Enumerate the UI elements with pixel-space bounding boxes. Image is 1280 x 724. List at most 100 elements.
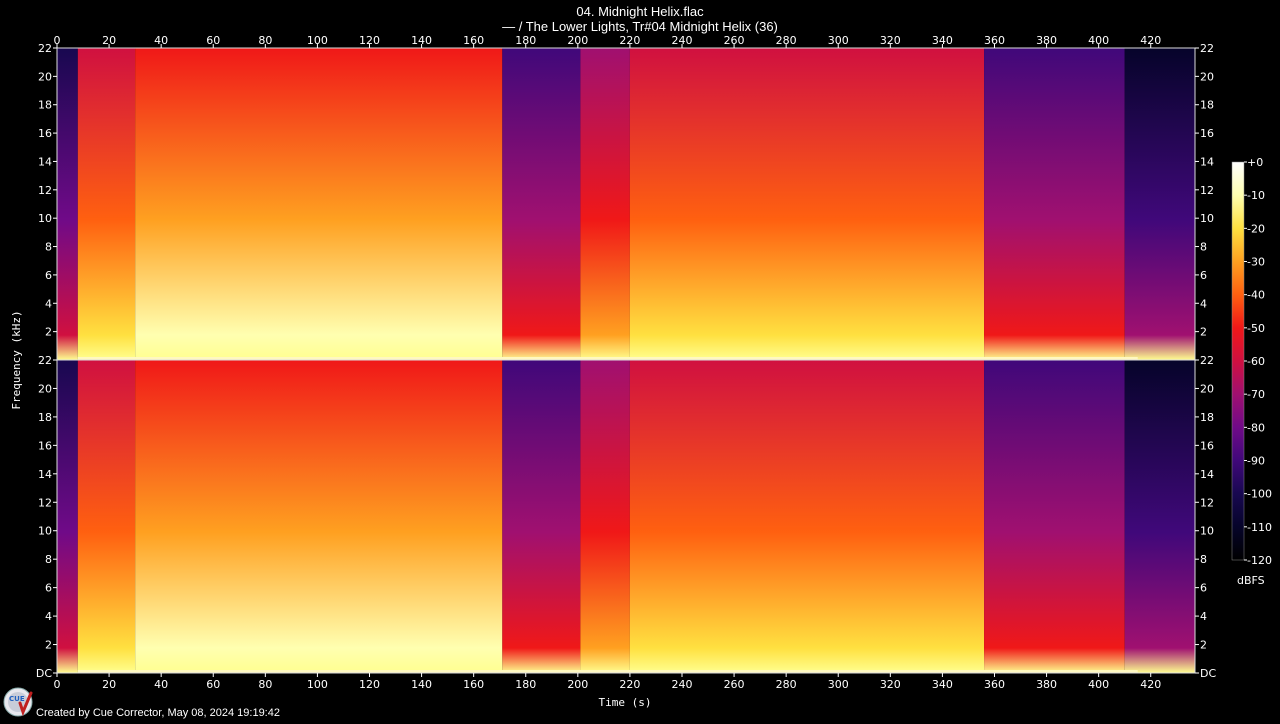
x-tick-label: 380 <box>1036 678 1057 691</box>
y-tick-label: 18 <box>38 99 52 112</box>
dc-band <box>77 670 1138 673</box>
colorbar <box>1231 161 1245 561</box>
colorbar-tick-label: -40 <box>1247 289 1265 302</box>
x-tick-label: 80 <box>258 678 272 691</box>
x-tick-label: 380 <box>1036 34 1057 47</box>
x-tick-label: 180 <box>515 34 536 47</box>
x-tick-label: 100 <box>307 678 328 691</box>
x-tick-label: 420 <box>1140 678 1161 691</box>
x-tick-label: 360 <box>984 34 1005 47</box>
x-tick-label: 140 <box>411 678 432 691</box>
y-tick-label: 12 <box>38 496 52 509</box>
y-tick-label: 8 <box>45 553 52 566</box>
y-tick-label: 18 <box>1200 99 1214 112</box>
y-tick-label: 22 <box>38 42 52 55</box>
spectrogram-segment <box>629 360 985 673</box>
x-tick-label: 300 <box>828 34 849 47</box>
y-tick-label: 22 <box>1200 42 1214 55</box>
x-tick-label: 0 <box>54 678 61 691</box>
spectrogram-segment <box>57 360 78 673</box>
y-tick-label: 16 <box>38 439 52 452</box>
spectrogram-segment <box>629 48 985 360</box>
spectrogram-segment <box>77 48 136 360</box>
y-tick-label: 6 <box>1200 269 1207 282</box>
y-tick-label: 16 <box>38 127 52 140</box>
y-tick-label: 10 <box>1200 212 1214 225</box>
x-tick-label: 260 <box>724 678 745 691</box>
y-axis-label: Frequency (kHz) <box>10 310 23 409</box>
x-tick-label: 220 <box>619 678 640 691</box>
y-tick-label: 6 <box>45 582 52 595</box>
y-tick-label: 4 <box>45 297 52 310</box>
x-tick-label: 260 <box>724 34 745 47</box>
spectrogram-segment <box>502 360 581 673</box>
y-tick-label: 10 <box>1200 525 1214 538</box>
y-tick-label: 2 <box>1200 639 1207 652</box>
y-tick-label: 14 <box>38 155 52 168</box>
x-tick-label: 0 <box>54 34 61 47</box>
y-tick-label: 12 <box>1200 184 1214 197</box>
colorbar-tick-label: -50 <box>1247 322 1265 335</box>
y-tick-label: 6 <box>45 269 52 282</box>
x-tick-label: 80 <box>258 34 272 47</box>
x-tick-label: 400 <box>1088 678 1109 691</box>
x-tick-label: 160 <box>463 678 484 691</box>
x-tick-label: 100 <box>307 34 328 47</box>
y-tick-label: 14 <box>1200 468 1214 481</box>
colorbar-tick-label: -30 <box>1247 256 1265 269</box>
spectrogram-segment <box>984 48 1125 360</box>
x-tick-label: 20 <box>102 678 116 691</box>
colorbar-tick-label: -20 <box>1247 222 1265 235</box>
x-tick-label: 120 <box>359 678 380 691</box>
y-tick-label: 6 <box>1200 582 1207 595</box>
y-tick-label: 20 <box>38 70 52 83</box>
chart-title: 04. Midnight Helix.flac <box>576 4 704 19</box>
y-tick-label: DC <box>1200 667 1216 680</box>
colorbar-tick-label: -110 <box>1247 521 1272 534</box>
x-tick-label: 320 <box>880 34 901 47</box>
colorbar-tick-label: +0 <box>1247 156 1263 169</box>
x-tick-label: 340 <box>932 34 953 47</box>
colorbar-tick-label: -120 <box>1247 554 1272 567</box>
x-tick-label: 60 <box>206 34 220 47</box>
y-tick-label: 12 <box>1200 496 1214 509</box>
y-tick-label: DC <box>36 667 52 680</box>
y-tick-label: 12 <box>38 184 52 197</box>
y-tick-label: 8 <box>1200 553 1207 566</box>
x-tick-label: 400 <box>1088 34 1109 47</box>
y-tick-label: 20 <box>1200 382 1214 395</box>
spectrogram-segment <box>135 360 503 673</box>
x-tick-label: 140 <box>411 34 432 47</box>
y-tick-label: 22 <box>38 354 52 367</box>
colorbar-tick-label: -60 <box>1247 355 1265 368</box>
y-tick-label: 16 <box>1200 127 1214 140</box>
x-tick-label: 240 <box>671 34 692 47</box>
footer-credit: Created by Cue Corrector, May 08, 2024 1… <box>36 707 280 719</box>
channel-panel-2 <box>56 359 1196 674</box>
spectrogram-segment <box>57 48 78 360</box>
spectrogram-segment <box>984 360 1125 673</box>
x-tick-label: 200 <box>567 678 588 691</box>
spectrogram-segment <box>580 48 630 360</box>
y-tick-label: 10 <box>38 525 52 538</box>
y-tick-label: 18 <box>38 411 52 424</box>
y-tick-label: 10 <box>38 212 52 225</box>
x-tick-label: 180 <box>515 678 536 691</box>
x-tick-label: 120 <box>359 34 380 47</box>
x-tick-label: 40 <box>154 678 168 691</box>
dc-band <box>77 357 1138 360</box>
chart-subtitle: — / The Lower Lights, Tr#04 Midnight Hel… <box>502 19 778 34</box>
y-tick-label: 8 <box>45 241 52 254</box>
spectrogram-segment <box>135 48 503 360</box>
colorbar-tick-label: -80 <box>1247 421 1265 434</box>
x-tick-label: 280 <box>776 34 797 47</box>
x-tick-label: 60 <box>206 678 220 691</box>
colorbar-unit-label: dBFS <box>1237 574 1265 587</box>
y-tick-label: 4 <box>1200 610 1207 623</box>
y-tick-label: 14 <box>1200 155 1214 168</box>
x-tick-label: 20 <box>102 34 116 47</box>
spectrogram-segment <box>1124 360 1195 673</box>
x-tick-label: 220 <box>619 34 640 47</box>
y-tick-label: 2 <box>45 639 52 652</box>
colorbar-tick-label: -100 <box>1247 488 1272 501</box>
